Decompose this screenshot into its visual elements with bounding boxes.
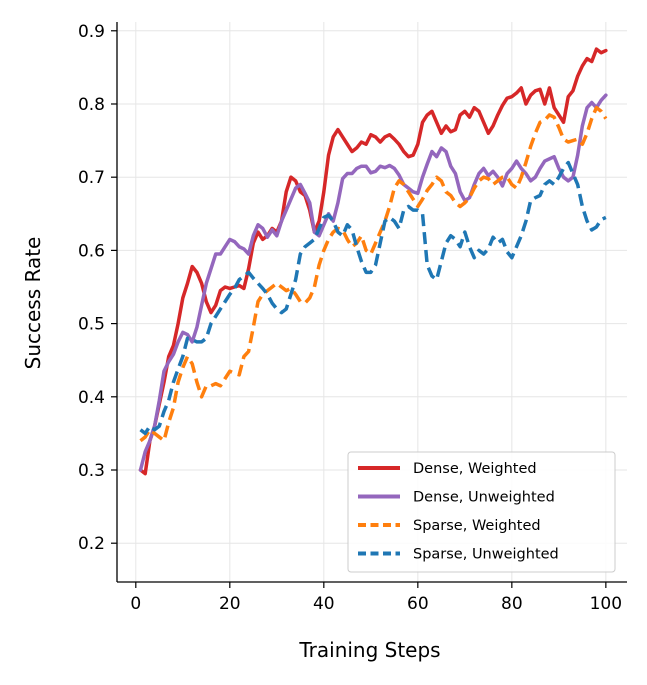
x-tick-label: 0 — [130, 594, 141, 614]
series-line-sparse-unweighted — [139, 160, 607, 436]
axes — [116, 22, 627, 583]
series-layer — [138, 47, 608, 476]
y-tick-label: 0.8 — [78, 95, 105, 115]
y-tick-label: 0.6 — [78, 241, 105, 261]
x-tick-label: 100 — [590, 594, 622, 614]
y-axis-ticks: 0.2 0.3 0.4 0.5 0.6 0.7 0.8 0.9 — [78, 22, 117, 554]
y-tick-label: 0.5 — [78, 315, 105, 335]
x-tick-label: 60 — [407, 594, 429, 614]
x-axis-label: Training Steps — [298, 638, 440, 662]
legend: Dense, Weighted Dense, Unweighted Sparse, … — [347, 451, 616, 573]
x-tick-label: 40 — [313, 594, 335, 614]
series-line-dense-unweighted — [138, 93, 608, 472]
y-tick-label: 0.7 — [78, 168, 105, 188]
legend-label: Sparse, Unweighted — [413, 547, 559, 563]
x-axis-ticks: 0 20 40 60 80 100 — [130, 582, 622, 614]
x-tick-label: 80 — [501, 594, 523, 614]
legend-box — [347, 451, 616, 573]
y-tick-label: 0.2 — [78, 534, 105, 554]
legend-label: Dense, Unweighted — [413, 490, 555, 506]
series-line-dense-weighted — [138, 47, 608, 476]
legend-label: Dense, Weighted — [413, 461, 537, 477]
y-tick-label: 0.3 — [78, 461, 105, 481]
y-axis-label: Success Rate — [21, 237, 45, 370]
y-tick-label: 0.4 — [78, 388, 105, 408]
legend-items: Dense, Weighted Dense, Unweighted Sparse, … — [358, 461, 559, 563]
series-line-sparse-weighted — [139, 105, 608, 443]
legend-label: Sparse, Weighted — [413, 518, 541, 534]
y-tick-label: 0.9 — [78, 22, 105, 42]
x-tick-label: 20 — [219, 594, 241, 614]
